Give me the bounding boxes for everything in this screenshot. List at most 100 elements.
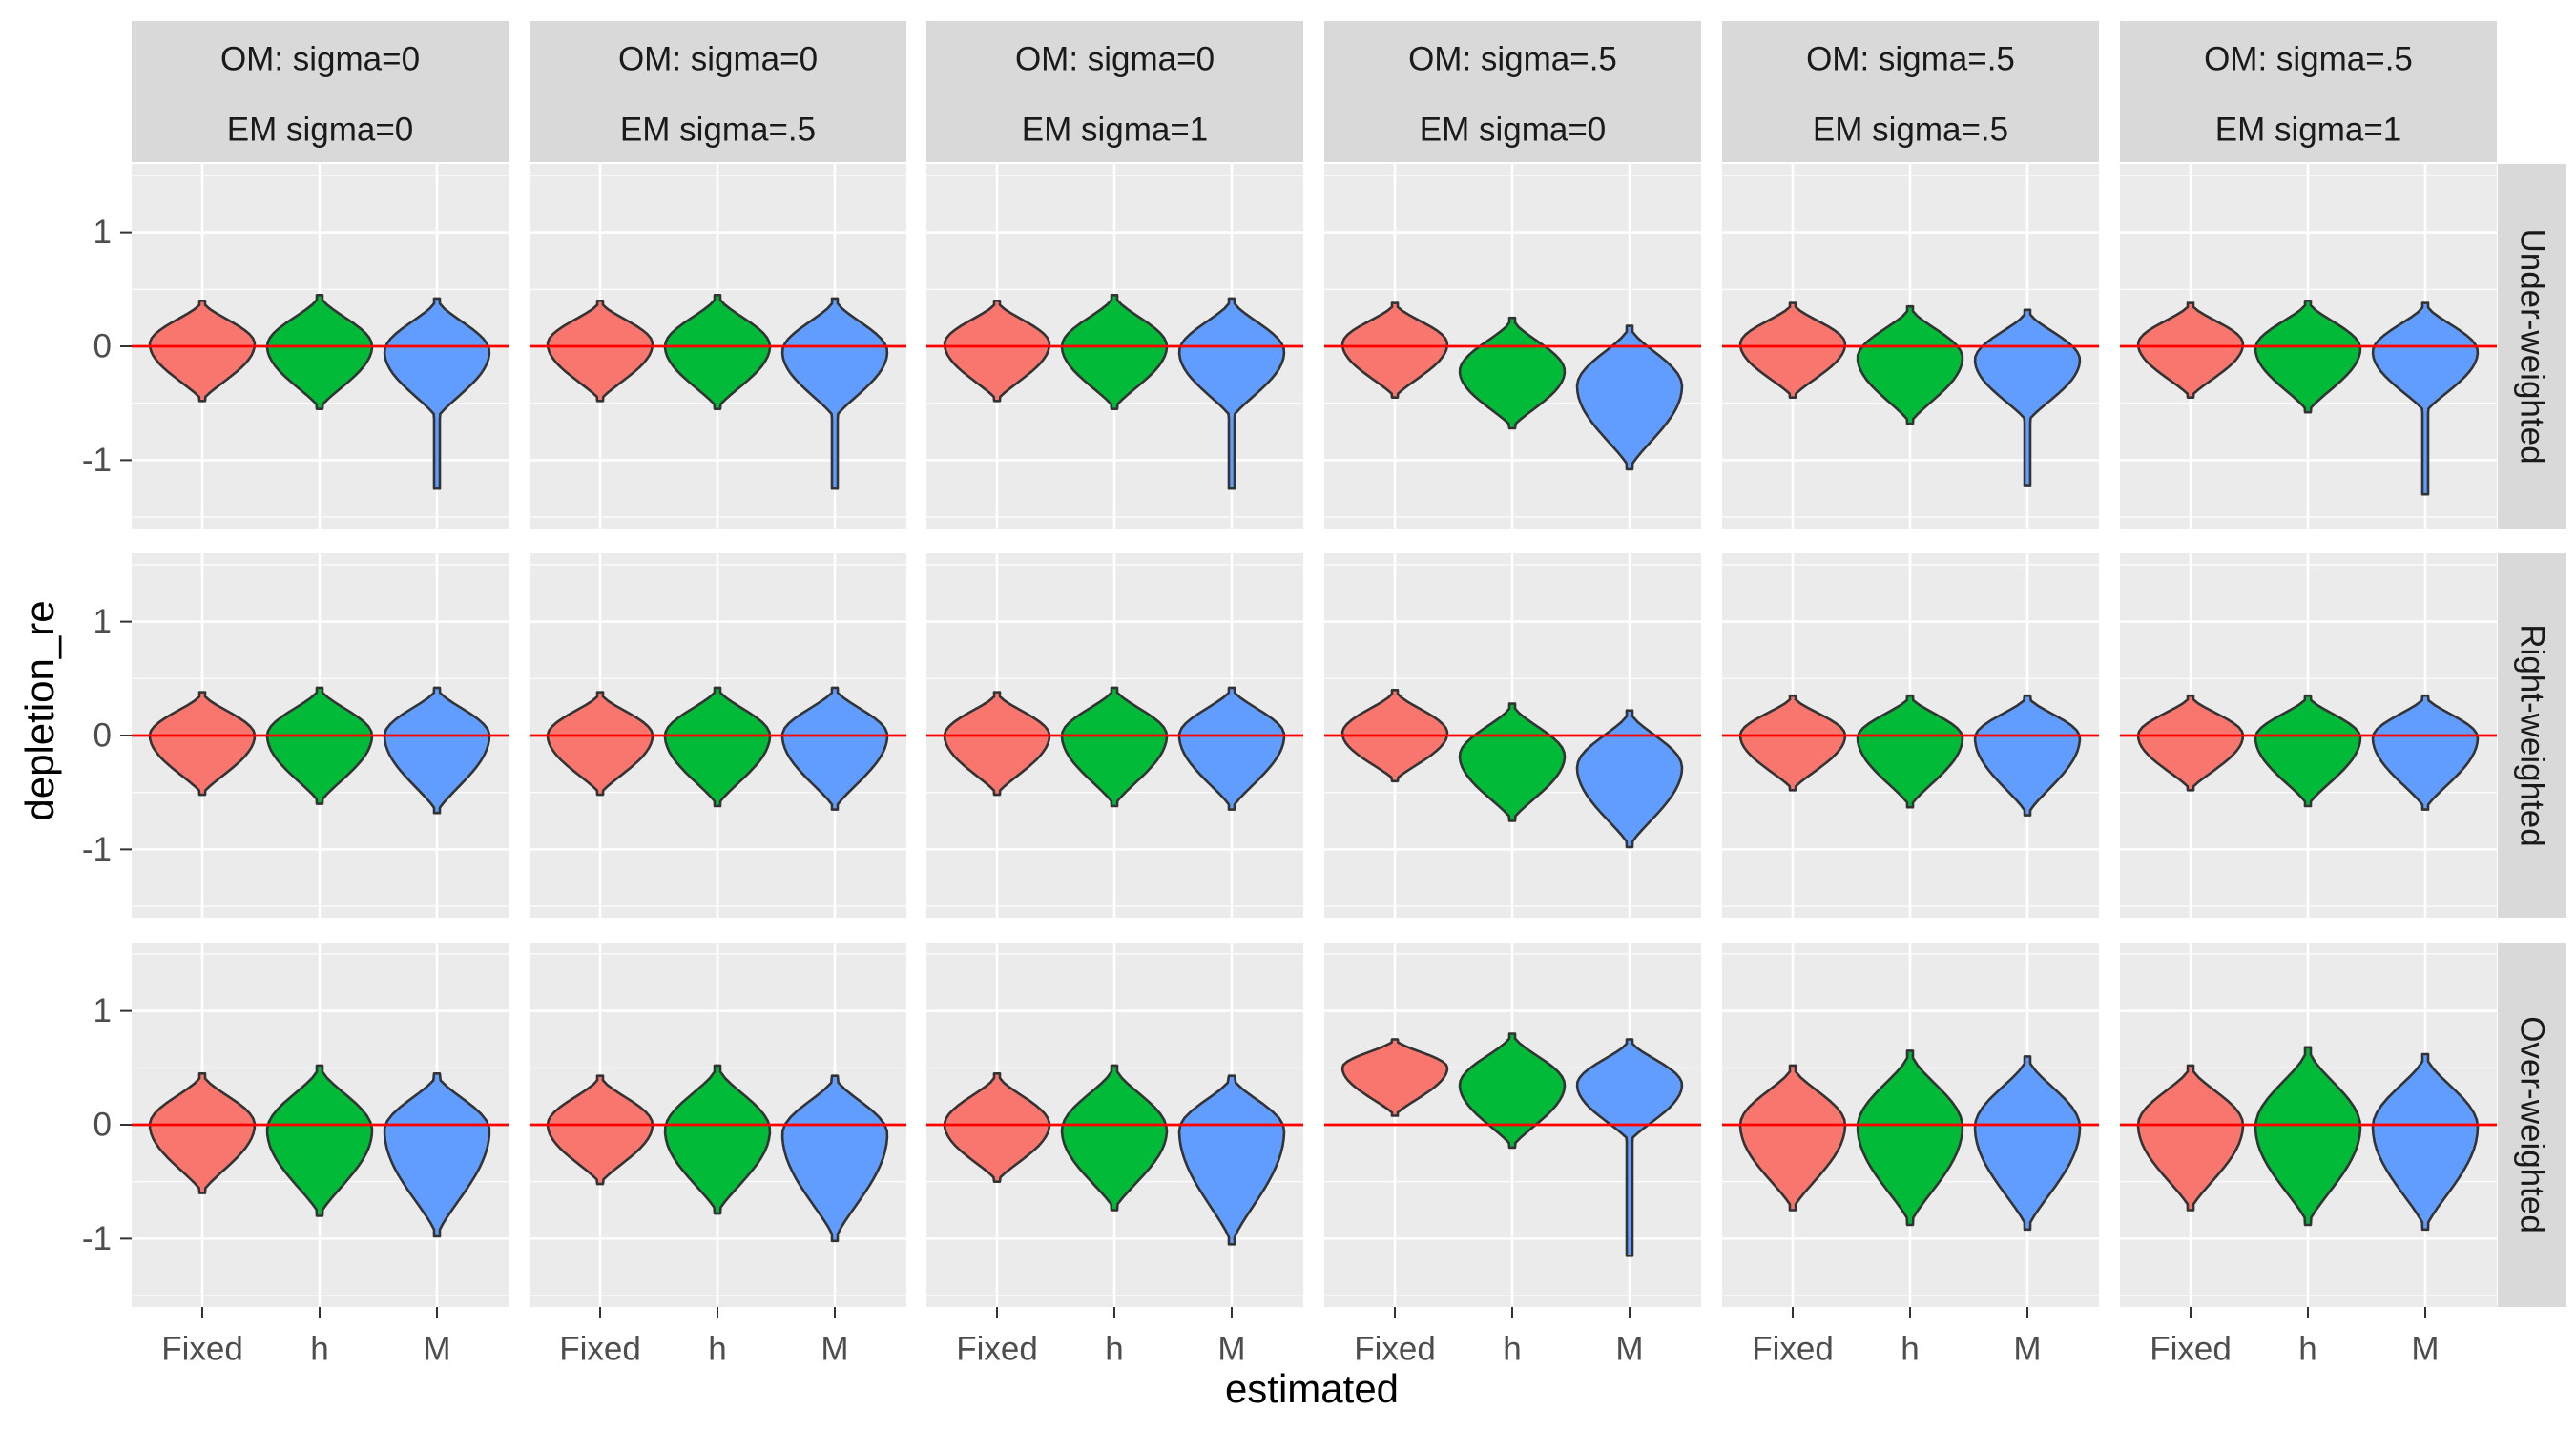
x-tick-label: Fixed: [1354, 1331, 1436, 1368]
violin-m: [2371, 694, 2480, 811]
col-strip-5: OM: sigma=.5 EM sigma=.5: [1722, 21, 2099, 162]
violin-fixed: [148, 299, 257, 403]
violin-h: [663, 293, 772, 410]
row-strip-1: Under-weighted: [2498, 164, 2566, 529]
panel-r2-c5: [1722, 553, 2099, 918]
x-tick-label: h: [1901, 1331, 1919, 1368]
col-strip-background: [926, 21, 1303, 162]
violin-h: [265, 293, 374, 410]
violin-m: [2371, 301, 2480, 496]
violin-fixed: [1738, 301, 1847, 399]
row-strip-3: Over-weighted: [2498, 943, 2566, 1307]
violin-h: [1458, 1032, 1567, 1150]
y-axis: -1 0 1 -1 0 1 -1 0 1: [82, 214, 132, 1257]
violin-fixed: [1340, 1038, 1449, 1117]
col-strip-background: [132, 21, 509, 162]
col-strip-em-label: EM sigma=1: [1022, 112, 1209, 149]
panel-r3-c4: [1324, 943, 1701, 1307]
panel-r3-c1: [132, 943, 509, 1307]
panel-r3-c6: [2120, 943, 2497, 1307]
violin-fixed: [546, 299, 654, 403]
violin-m: [780, 1074, 889, 1243]
y-tick-label: 1: [93, 214, 112, 251]
violin-h: [1060, 293, 1169, 410]
col-strip-om-label: OM: sigma=0: [618, 41, 818, 78]
panel-r1-c1: [132, 164, 509, 529]
violin-fixed: [1738, 694, 1847, 792]
violin-h: [1458, 702, 1567, 822]
x-tick-label: Fixed: [956, 1331, 1038, 1368]
row-strip-2: Right-weighted: [2498, 553, 2566, 918]
violin-m: [1973, 694, 2082, 817]
x-axis-title: estimated: [1225, 1366, 1399, 1411]
y-tick-label: 0: [93, 328, 112, 365]
x-tick-label: h: [1503, 1331, 1521, 1368]
y-tick-label: -1: [82, 1220, 112, 1257]
violin-fixed: [1340, 301, 1449, 399]
x-tick-label: h: [310, 1331, 328, 1368]
facet-strips: Under-weighted Right-weighted Over-weighte…: [132, 21, 2566, 1307]
panel-r3-c2: [530, 943, 906, 1307]
row-strip-label: Right-weighted: [2514, 624, 2551, 846]
facet-panels: [132, 164, 2497, 1307]
violin-fixed: [943, 691, 1051, 797]
y-tick-label: -1: [82, 831, 112, 868]
col-strip-background: [2120, 21, 2497, 162]
panel-r1-c3: [926, 164, 1303, 529]
col-strip-background: [1722, 21, 2099, 162]
panel-r3-c3: [926, 943, 1303, 1307]
col-strip-om-label: OM: sigma=.5: [2204, 41, 2413, 78]
col-strip-om-label: OM: sigma=0: [220, 41, 420, 78]
violin-h: [265, 686, 374, 805]
row-strip-background: [2498, 553, 2566, 918]
violin-fixed: [148, 1071, 257, 1194]
col-strip-2: OM: sigma=0 EM sigma=.5: [530, 21, 906, 162]
panel-r1-c5: [1722, 164, 2099, 529]
violin-fixed: [546, 1074, 654, 1186]
col-strip-em-label: EM sigma=.5: [1813, 112, 2008, 149]
row-strip-background: [2498, 943, 2566, 1307]
x-tick-label: M: [1615, 1331, 1643, 1368]
y-tick-label: 1: [93, 603, 112, 640]
col-strip-om-label: OM: sigma=0: [1015, 41, 1215, 78]
violin-h: [2254, 299, 2362, 414]
violin-h: [1856, 1049, 1964, 1227]
violin-m: [1575, 324, 1684, 471]
violin-fixed: [2136, 301, 2245, 399]
violin-m: [1575, 709, 1684, 849]
panel-r2-c4: [1324, 553, 1701, 918]
violin-h: [663, 1064, 772, 1215]
violin-h: [2254, 1046, 2362, 1227]
violin-fixed: [546, 691, 654, 797]
violin-fixed: [943, 1071, 1051, 1183]
violin-h: [663, 686, 772, 808]
x-tick-label: Fixed: [2150, 1331, 2232, 1368]
panel-r1-c6: [2120, 164, 2497, 529]
y-tick-label: 1: [93, 992, 112, 1029]
violin-h: [265, 1064, 374, 1217]
col-strip-em-label: EM sigma=1: [2215, 112, 2402, 149]
panel-r2-c3: [926, 553, 1303, 918]
col-strip-em-label: EM sigma=.5: [620, 112, 816, 149]
x-tick-label: Fixed: [559, 1331, 641, 1368]
col-strip-6: OM: sigma=.5 EM sigma=1: [2120, 21, 2497, 162]
y-tick-label: 0: [93, 717, 112, 755]
row-strip-label: Under-weighted: [2514, 228, 2551, 464]
panel-r3-c5: [1722, 943, 2099, 1307]
x-tick-label: M: [1217, 1331, 1245, 1368]
violin-m: [1973, 1055, 2082, 1232]
panel-r2-c2: [530, 553, 906, 918]
col-strip-om-label: OM: sigma=.5: [1408, 41, 1617, 78]
col-strip-em-label: EM sigma=0: [227, 112, 414, 149]
violin-fixed: [148, 691, 257, 797]
violin-m: [1177, 686, 1286, 811]
panel-r1-c4: [1324, 164, 1701, 529]
x-tick-label: h: [708, 1331, 726, 1368]
x-tick-label: M: [2411, 1331, 2439, 1368]
violin-h: [1060, 1064, 1169, 1212]
y-tick-label: 0: [93, 1107, 112, 1144]
violin-m: [2371, 1052, 2480, 1232]
col-strip-background: [1324, 21, 1701, 162]
x-tick-label: h: [1105, 1331, 1123, 1368]
x-tick-label: M: [423, 1331, 450, 1368]
